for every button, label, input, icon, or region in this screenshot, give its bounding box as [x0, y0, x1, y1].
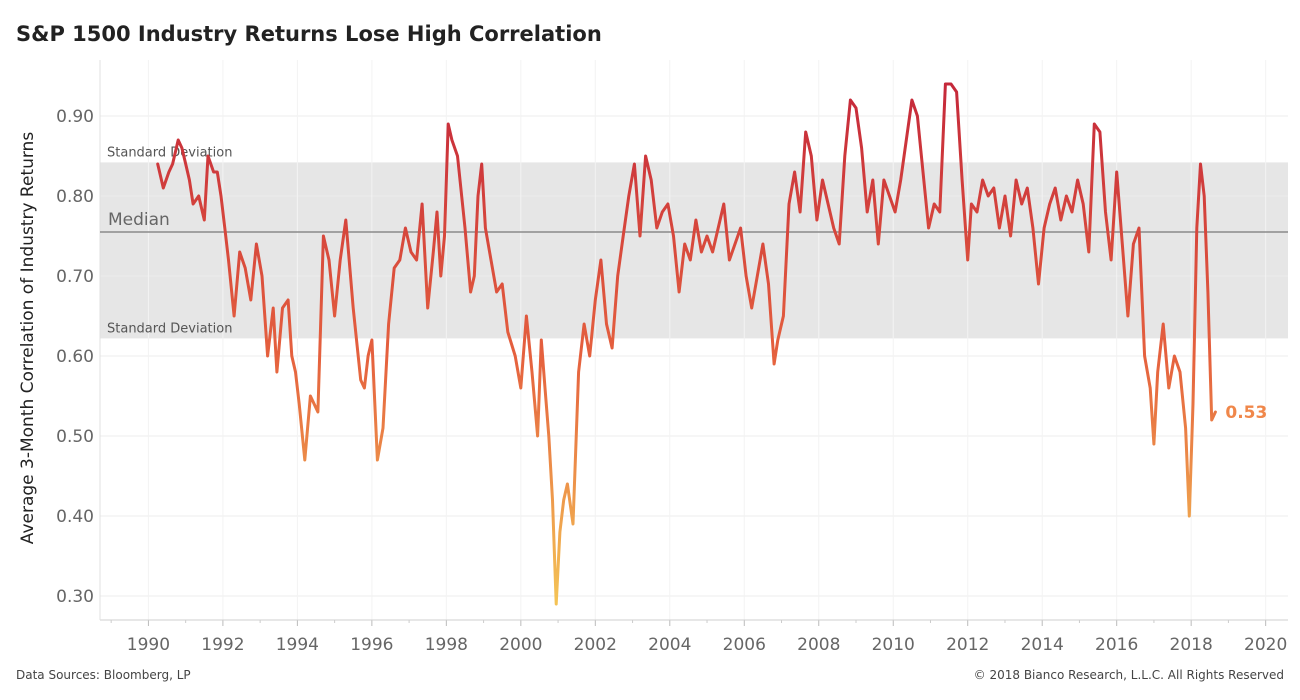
x-tick-label: 2000	[499, 635, 542, 655]
y-tick-label: 0.40	[56, 507, 94, 527]
last-value-label: 0.53	[1225, 403, 1267, 423]
x-tick-label: 2010	[872, 635, 915, 655]
y-tick-label: 0.90	[56, 107, 94, 127]
x-tick-label: 2016	[1095, 635, 1138, 655]
x-tick-label: 2004	[648, 635, 691, 655]
x-tick-label: 2006	[723, 635, 766, 655]
x-tick-label: 1996	[350, 635, 393, 655]
copyright-note: © 2018 Bianco Research, L.L.C. All Right…	[973, 668, 1284, 682]
x-tick-label: 2002	[574, 635, 617, 655]
x-tick-label: 2008	[797, 635, 840, 655]
upper-std-label: Standard Deviation	[107, 145, 232, 160]
correlation-series-line	[156, 82, 1217, 606]
x-tick-label: 1992	[201, 635, 244, 655]
x-tick-label: 1998	[425, 635, 468, 655]
y-tick-label: 0.60	[56, 347, 94, 367]
x-tick-label: 2014	[1021, 635, 1064, 655]
y-tick-label: 0.80	[56, 187, 94, 207]
y-tick-label: 0.70	[56, 267, 94, 287]
x-tick-label: 2018	[1170, 635, 1213, 655]
x-tick-label: 2012	[946, 635, 989, 655]
y-tick-label: 0.30	[56, 587, 94, 607]
x-tick-label: 2020	[1244, 635, 1287, 655]
y-tick-label: 0.50	[56, 427, 94, 447]
x-tick-label: 1994	[276, 635, 319, 655]
median-label: Median	[108, 210, 170, 230]
x-tick-label: 1990	[127, 635, 170, 655]
chart-title: S&P 1500 Industry Returns Lose High Corr…	[16, 22, 602, 46]
lower-std-label: Standard Deviation	[107, 321, 232, 336]
data-source-note: Data Sources: Bloomberg, LP	[16, 668, 191, 682]
